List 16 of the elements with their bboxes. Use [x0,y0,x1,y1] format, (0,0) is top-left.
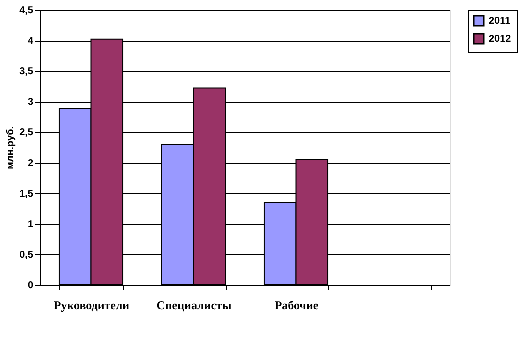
legend-label: 2012 [489,34,512,45]
y-tick-label: 0 [28,280,34,292]
y-tick-label: 2,5 [20,128,34,139]
y-tick-label: 4 [28,36,34,48]
y-tick-label: 2 [28,158,34,170]
y-tick-label: 3,5 [20,66,34,78]
legend-label: 2011 [489,16,512,27]
y-tick-label: 1 [28,219,34,230]
x-tick-label: Рабочие [274,298,320,312]
y-tick-label: 3 [28,97,34,108]
x-tick-label: Руководители [54,298,130,312]
y-axis-title: млн.руб. [6,126,17,170]
y-tick-label: 4,5 [20,6,34,16]
x-tick-label: Специалисты [156,298,232,312]
y-tick-label: 1,5 [20,188,34,200]
y-tick-label: 0,5 [20,250,34,261]
